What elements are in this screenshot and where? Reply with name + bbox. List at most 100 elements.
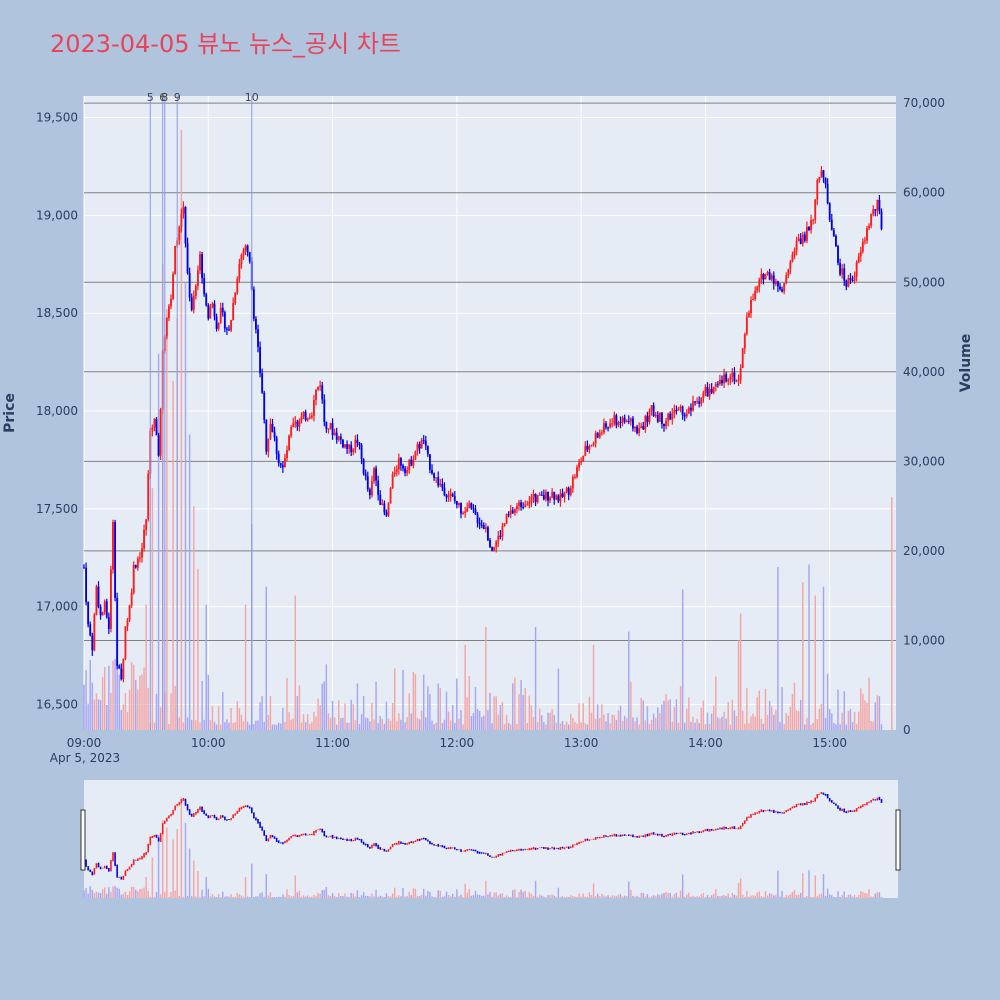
candle-body [785,275,788,284]
candle-body [145,519,148,530]
volume-bar [503,724,506,730]
candle-body [625,420,628,422]
candle-body [569,488,572,495]
range-volume-bar [514,889,516,898]
volume-bar [118,674,120,730]
range-volume-bar [706,895,709,898]
volume-bar [211,705,214,730]
volume-bar [729,724,732,730]
range-volume-bar [818,894,821,898]
range-volume-bar [868,889,870,898]
range-volume-bar [876,892,879,898]
range-volume-bar [565,896,568,898]
candle-body [95,586,98,615]
range-volume-bar [532,895,535,898]
range-handle-left[interactable] [80,809,86,871]
candle-body [412,459,415,466]
candle-body [863,240,866,242]
range-volume-bar [178,895,181,898]
volume-bar [215,724,218,730]
y-tick-label: 18,000 [36,404,78,418]
candle-body [859,251,862,257]
x-tick-label: 15:00 [812,736,847,750]
volume-bar [654,717,657,730]
volume-bar [103,667,106,730]
candle-body [397,457,400,470]
candle-body [776,281,779,287]
candle-body [406,470,409,474]
volume-bar [207,674,210,730]
candle-body [151,427,154,431]
y2-tick-label: 20,000 [903,544,945,558]
range-volume-bar [236,893,239,898]
candle-body [770,275,773,280]
candle-body [768,272,771,280]
candle-body [795,241,798,251]
volume-bar [737,640,740,730]
range-slider-series [83,791,883,898]
range-volume-bar [246,896,249,898]
range-volume-bar [139,888,141,898]
range-volume-bar [126,894,129,898]
candle-body [750,299,752,314]
volume-bar [878,696,881,730]
candle-body [437,477,440,486]
range-volume-bar [170,891,172,898]
volume-bar [526,722,529,730]
candle-body [594,433,597,444]
candle-body [225,328,228,330]
range-volume-bar [686,894,688,898]
volume-bar [385,701,388,730]
volume-bar [671,721,674,730]
volume-bar [157,353,160,730]
range-volume-bar [657,894,659,898]
volume-bar [538,708,541,730]
range-volume-bar [642,893,645,898]
y2-tick-label: 70,000 [903,96,945,110]
candle-body [480,524,483,526]
candle-body [286,450,288,459]
volume-bar [493,696,495,730]
volume-bar [294,595,297,730]
volume-bar [321,683,323,730]
range-volume-bar [106,893,108,898]
range-volume-bar [449,896,452,898]
volume-bar [673,706,676,730]
volume-bar [741,710,744,730]
candle-body [170,298,172,307]
range-volume-bar [381,896,384,898]
candle-body [613,415,616,424]
volume-bar [746,688,748,730]
range-volume-bar [207,888,210,898]
candle-body [578,462,581,468]
volume-bar [124,692,127,730]
range-volume-bar [242,896,245,898]
candle-body [439,483,442,486]
volume-bar [224,722,226,730]
range-volume-bar [164,891,166,898]
volume-bar [497,714,500,730]
range-volume-bar [85,887,87,898]
candle-body [590,445,593,447]
volume-bar [876,695,879,730]
volume-bar [857,711,860,730]
range-volume-bar [203,896,205,898]
candle-body [638,428,641,434]
range-volume-bar [474,890,477,898]
range-volume-bar [193,860,195,898]
volume-bar [837,689,839,730]
volume-bar [694,722,696,730]
volume-bar [89,659,91,730]
range-handle-right[interactable] [895,809,901,871]
range-volume-bar [766,895,769,898]
volume-bar [253,724,255,730]
volume-bar [410,713,413,730]
y-tick-label: 16,500 [36,698,78,712]
candle-body [712,386,715,393]
candle-body [482,525,485,530]
candle-body [489,540,491,548]
range-volume-bar [795,894,798,898]
candle-body [743,334,746,349]
volume-bar [93,699,96,730]
volume-bar [454,722,456,730]
